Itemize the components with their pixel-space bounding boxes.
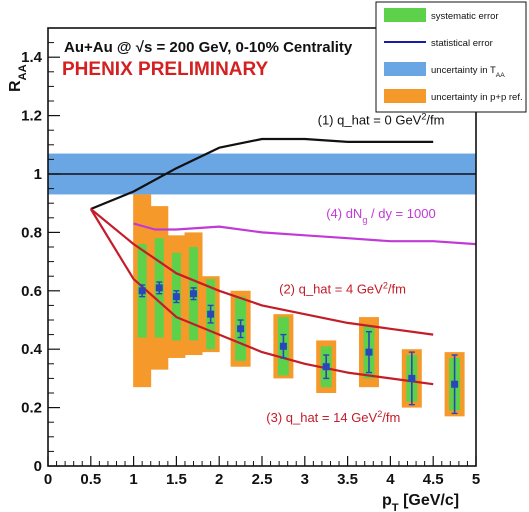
data-point bbox=[155, 284, 163, 292]
x-tick-label: 2 bbox=[215, 471, 223, 488]
x-tick-label: 4 bbox=[386, 471, 395, 488]
y-tick-label: 1 bbox=[34, 166, 42, 183]
x-tick-label: 1.5 bbox=[166, 471, 187, 488]
data-point bbox=[190, 290, 198, 298]
legend-label: uncertainty in TAA bbox=[431, 65, 505, 79]
y-tick-label: 1.2 bbox=[21, 108, 42, 125]
x-tick-label: 3 bbox=[301, 471, 309, 488]
data-point bbox=[451, 380, 459, 388]
legend-label: systematic error bbox=[431, 11, 499, 22]
theory-curve-2 bbox=[133, 222, 477, 246]
data-point bbox=[408, 374, 416, 382]
legend-label: statistical error bbox=[431, 38, 493, 49]
data-point bbox=[207, 310, 215, 318]
x-tick-label: 2.5 bbox=[252, 471, 273, 488]
chart-title: Au+Au @ √s = 200 GeV, 0-10% Centrality bbox=[64, 39, 353, 56]
data-point bbox=[172, 293, 180, 301]
y-tick-label: 0.8 bbox=[21, 224, 42, 241]
y-tick-label: 0.4 bbox=[21, 341, 43, 358]
data-point bbox=[279, 342, 287, 350]
y-tick-label: 1.4 bbox=[21, 49, 43, 66]
legend-swatch bbox=[384, 8, 426, 22]
data-point bbox=[237, 325, 245, 333]
curve-label-1: (1) q_hat = 0 GeV2/fm bbox=[318, 111, 445, 127]
data-point bbox=[138, 287, 146, 295]
y-tick-label: 0.2 bbox=[21, 400, 42, 417]
x-tick-label: 0.5 bbox=[80, 471, 101, 488]
theory-curve-1 bbox=[90, 137, 434, 211]
theory-curve-3 bbox=[90, 208, 434, 336]
data-point bbox=[365, 348, 373, 356]
x-tick-label: 0 bbox=[44, 471, 52, 488]
legend: systematic error statistical error uncerta… bbox=[375, 1, 527, 113]
data-point bbox=[322, 363, 330, 371]
theory-curve-4 bbox=[89, 208, 434, 386]
x-tick-label: 5 bbox=[472, 471, 480, 488]
x-tick-label: 4.5 bbox=[423, 471, 444, 488]
x-axis-label: pT [GeV/c] bbox=[382, 492, 459, 512]
legend-label: uncertainty in p+p ref. bbox=[431, 92, 523, 103]
curve-label-4: (3) q_hat = 14 GeV2/fm bbox=[266, 409, 400, 425]
curve-label-2: (4) dNg / dy = 1000 bbox=[326, 206, 436, 225]
x-tick-label: 3.5 bbox=[337, 471, 358, 488]
y-axis-label: RAA bbox=[7, 64, 29, 92]
legend-swatch bbox=[384, 62, 426, 76]
curve-label-3: (2) q_hat = 4 GeV2/fm bbox=[279, 281, 406, 297]
legend-swatch bbox=[384, 89, 426, 103]
y-tick-label: 0.6 bbox=[21, 283, 42, 300]
y-tick-label: 0 bbox=[34, 458, 42, 475]
x-tick-label: 1 bbox=[129, 471, 137, 488]
chart-subtitle: PHENIX PRELIMINARY bbox=[62, 59, 269, 80]
